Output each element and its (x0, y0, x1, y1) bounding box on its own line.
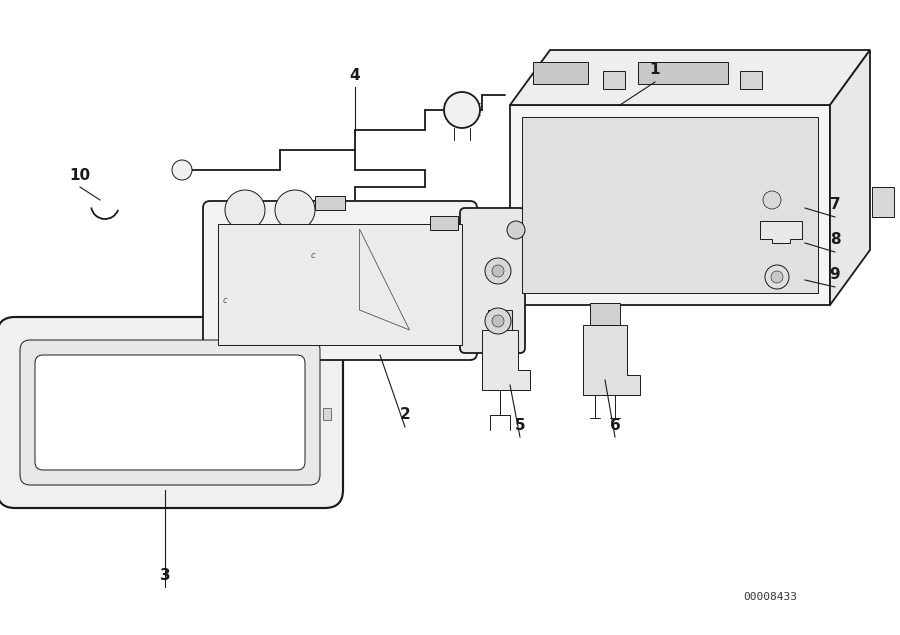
Polygon shape (533, 62, 588, 84)
Text: 6: 6 (609, 417, 620, 432)
Text: c: c (310, 251, 315, 260)
Bar (315, 196, 345, 210)
Text: 1: 1 (650, 62, 661, 77)
Text: 3: 3 (159, 568, 170, 582)
Circle shape (485, 308, 511, 334)
Polygon shape (830, 50, 870, 305)
FancyBboxPatch shape (460, 208, 525, 353)
Circle shape (225, 190, 265, 230)
Circle shape (763, 191, 781, 209)
Bar (323, 408, 331, 420)
FancyBboxPatch shape (0, 317, 343, 508)
Text: 7: 7 (830, 197, 841, 213)
Circle shape (172, 160, 192, 180)
Circle shape (771, 271, 783, 283)
Bar (430, 216, 458, 230)
Text: 00008433: 00008433 (743, 592, 797, 602)
Circle shape (485, 258, 511, 284)
Polygon shape (638, 62, 728, 84)
Circle shape (492, 315, 504, 327)
Circle shape (444, 92, 480, 128)
Bar (740, 71, 762, 89)
Bar (872, 187, 894, 218)
Polygon shape (760, 221, 802, 243)
FancyBboxPatch shape (20, 340, 320, 485)
Polygon shape (510, 105, 830, 305)
Text: 8: 8 (830, 232, 841, 248)
Polygon shape (583, 325, 640, 395)
Bar (218, 224, 462, 345)
Bar (603, 71, 625, 89)
Text: 5: 5 (515, 417, 526, 432)
Polygon shape (510, 50, 870, 105)
Text: 4: 4 (350, 67, 360, 83)
Polygon shape (482, 330, 530, 390)
Circle shape (765, 265, 789, 289)
Bar (590, 303, 620, 325)
Circle shape (492, 265, 504, 277)
Text: 2: 2 (400, 408, 410, 422)
Circle shape (507, 221, 525, 239)
FancyBboxPatch shape (35, 355, 305, 470)
Polygon shape (522, 117, 818, 293)
FancyBboxPatch shape (203, 201, 477, 360)
Bar (488, 310, 512, 330)
Text: 10: 10 (69, 168, 91, 182)
Text: c: c (223, 296, 228, 305)
Circle shape (275, 190, 315, 230)
Text: 9: 9 (830, 267, 841, 283)
